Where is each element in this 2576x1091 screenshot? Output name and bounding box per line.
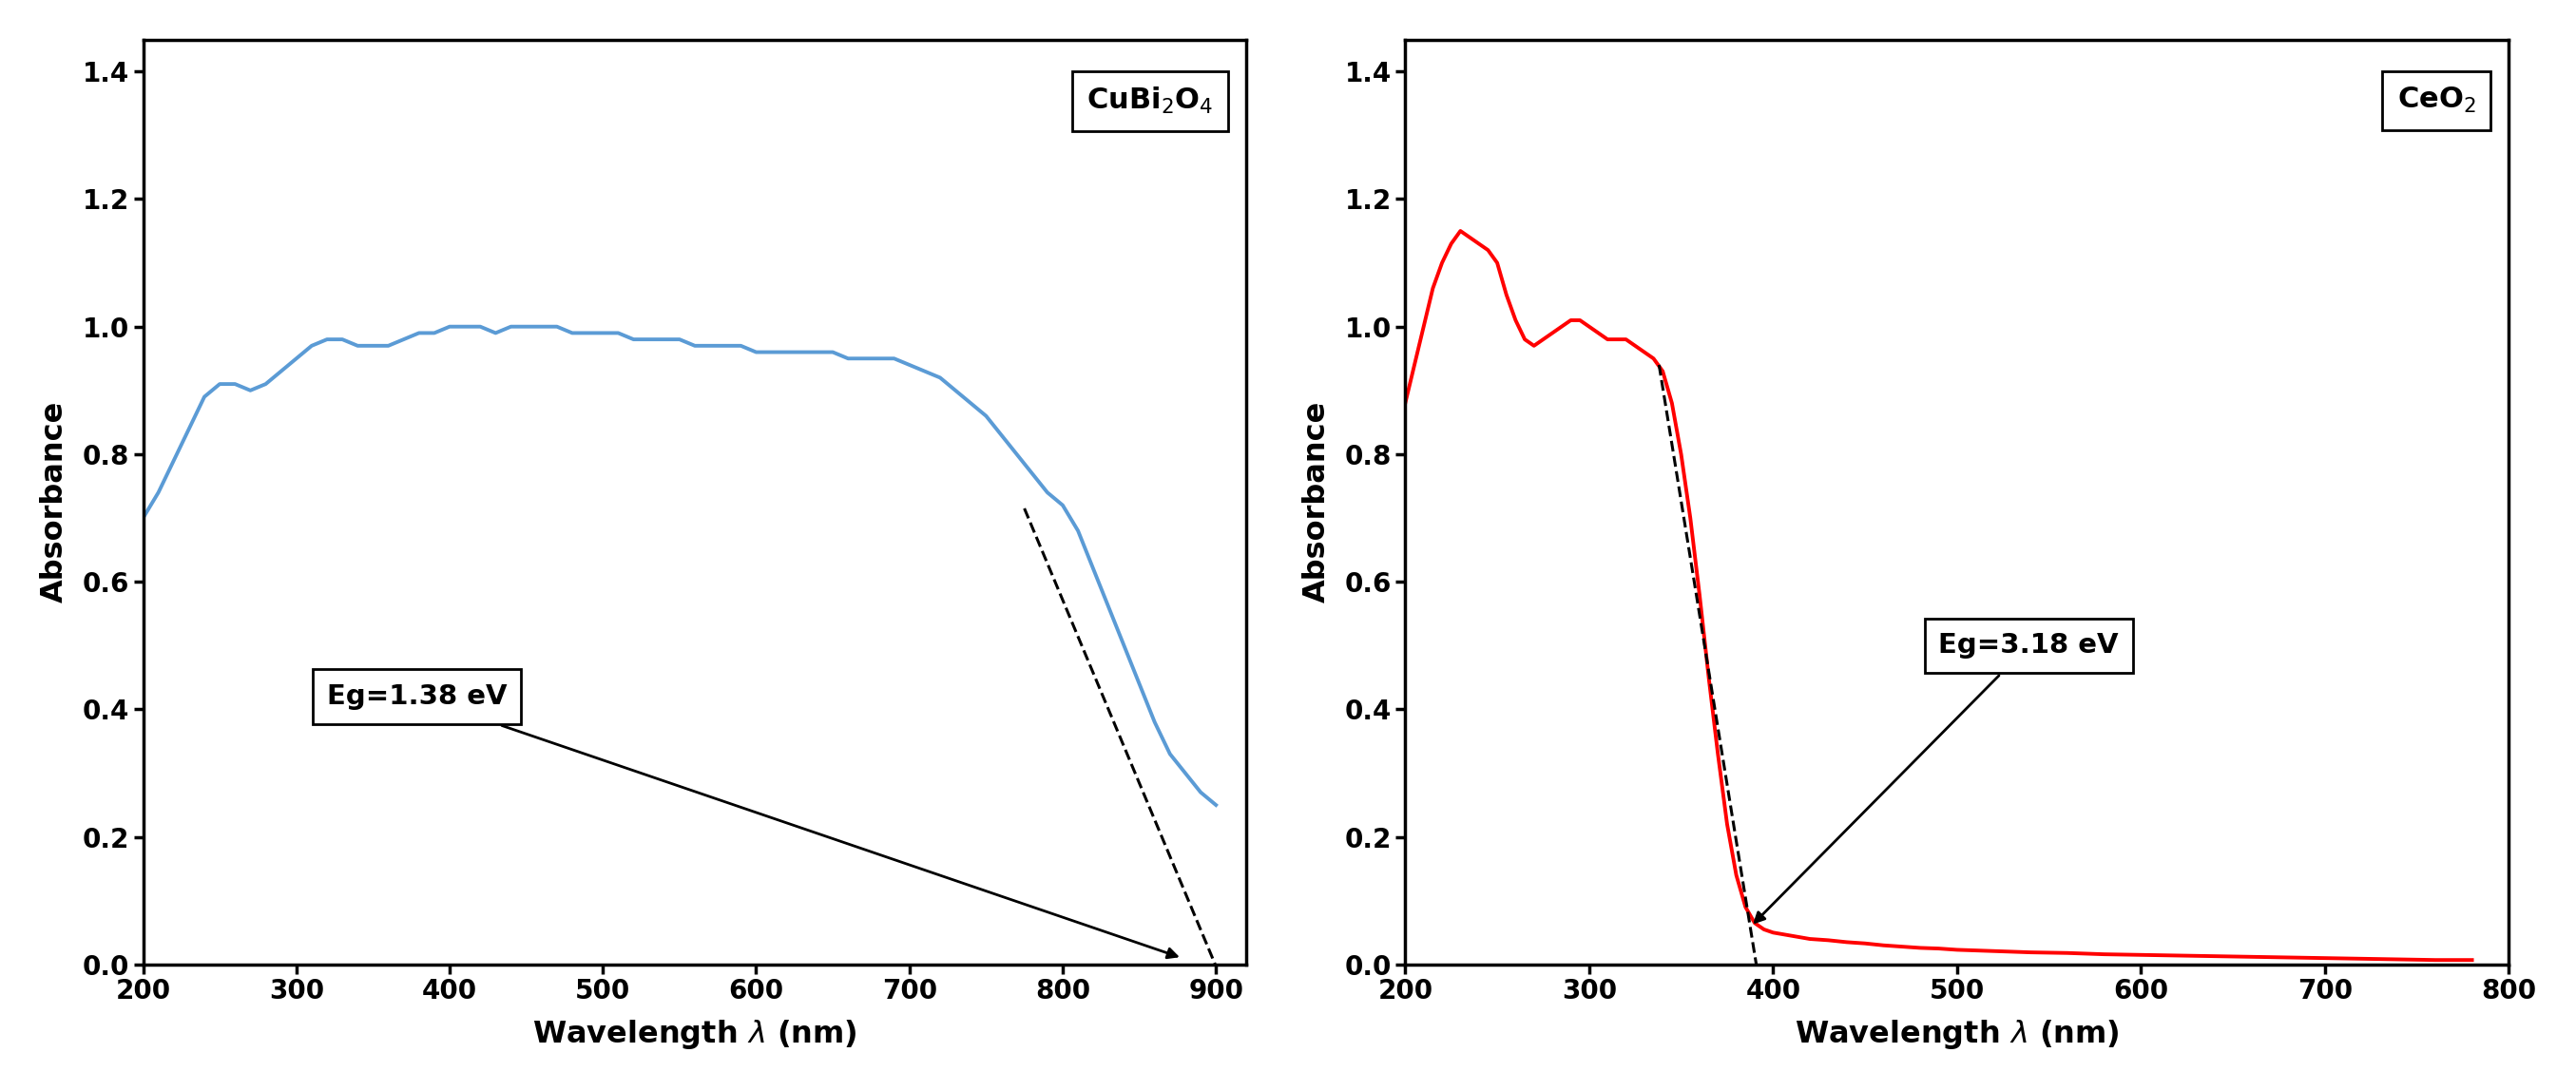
X-axis label: Wavelength $\lambda$ (nm): Wavelength $\lambda$ (nm) [1795, 1018, 2120, 1052]
Text: Eg=1.38 eV: Eg=1.38 eV [327, 683, 1177, 958]
Text: Eg=3.18 eV: Eg=3.18 eV [1754, 633, 2117, 922]
Text: CuBi$_2$O$_4$: CuBi$_2$O$_4$ [1087, 86, 1213, 117]
Y-axis label: Absorbance: Absorbance [39, 401, 70, 603]
X-axis label: Wavelength $\lambda$ (nm): Wavelength $\lambda$ (nm) [533, 1018, 858, 1052]
Y-axis label: Absorbance: Absorbance [1301, 401, 1332, 603]
Text: CeO$_2$: CeO$_2$ [2396, 86, 2476, 116]
